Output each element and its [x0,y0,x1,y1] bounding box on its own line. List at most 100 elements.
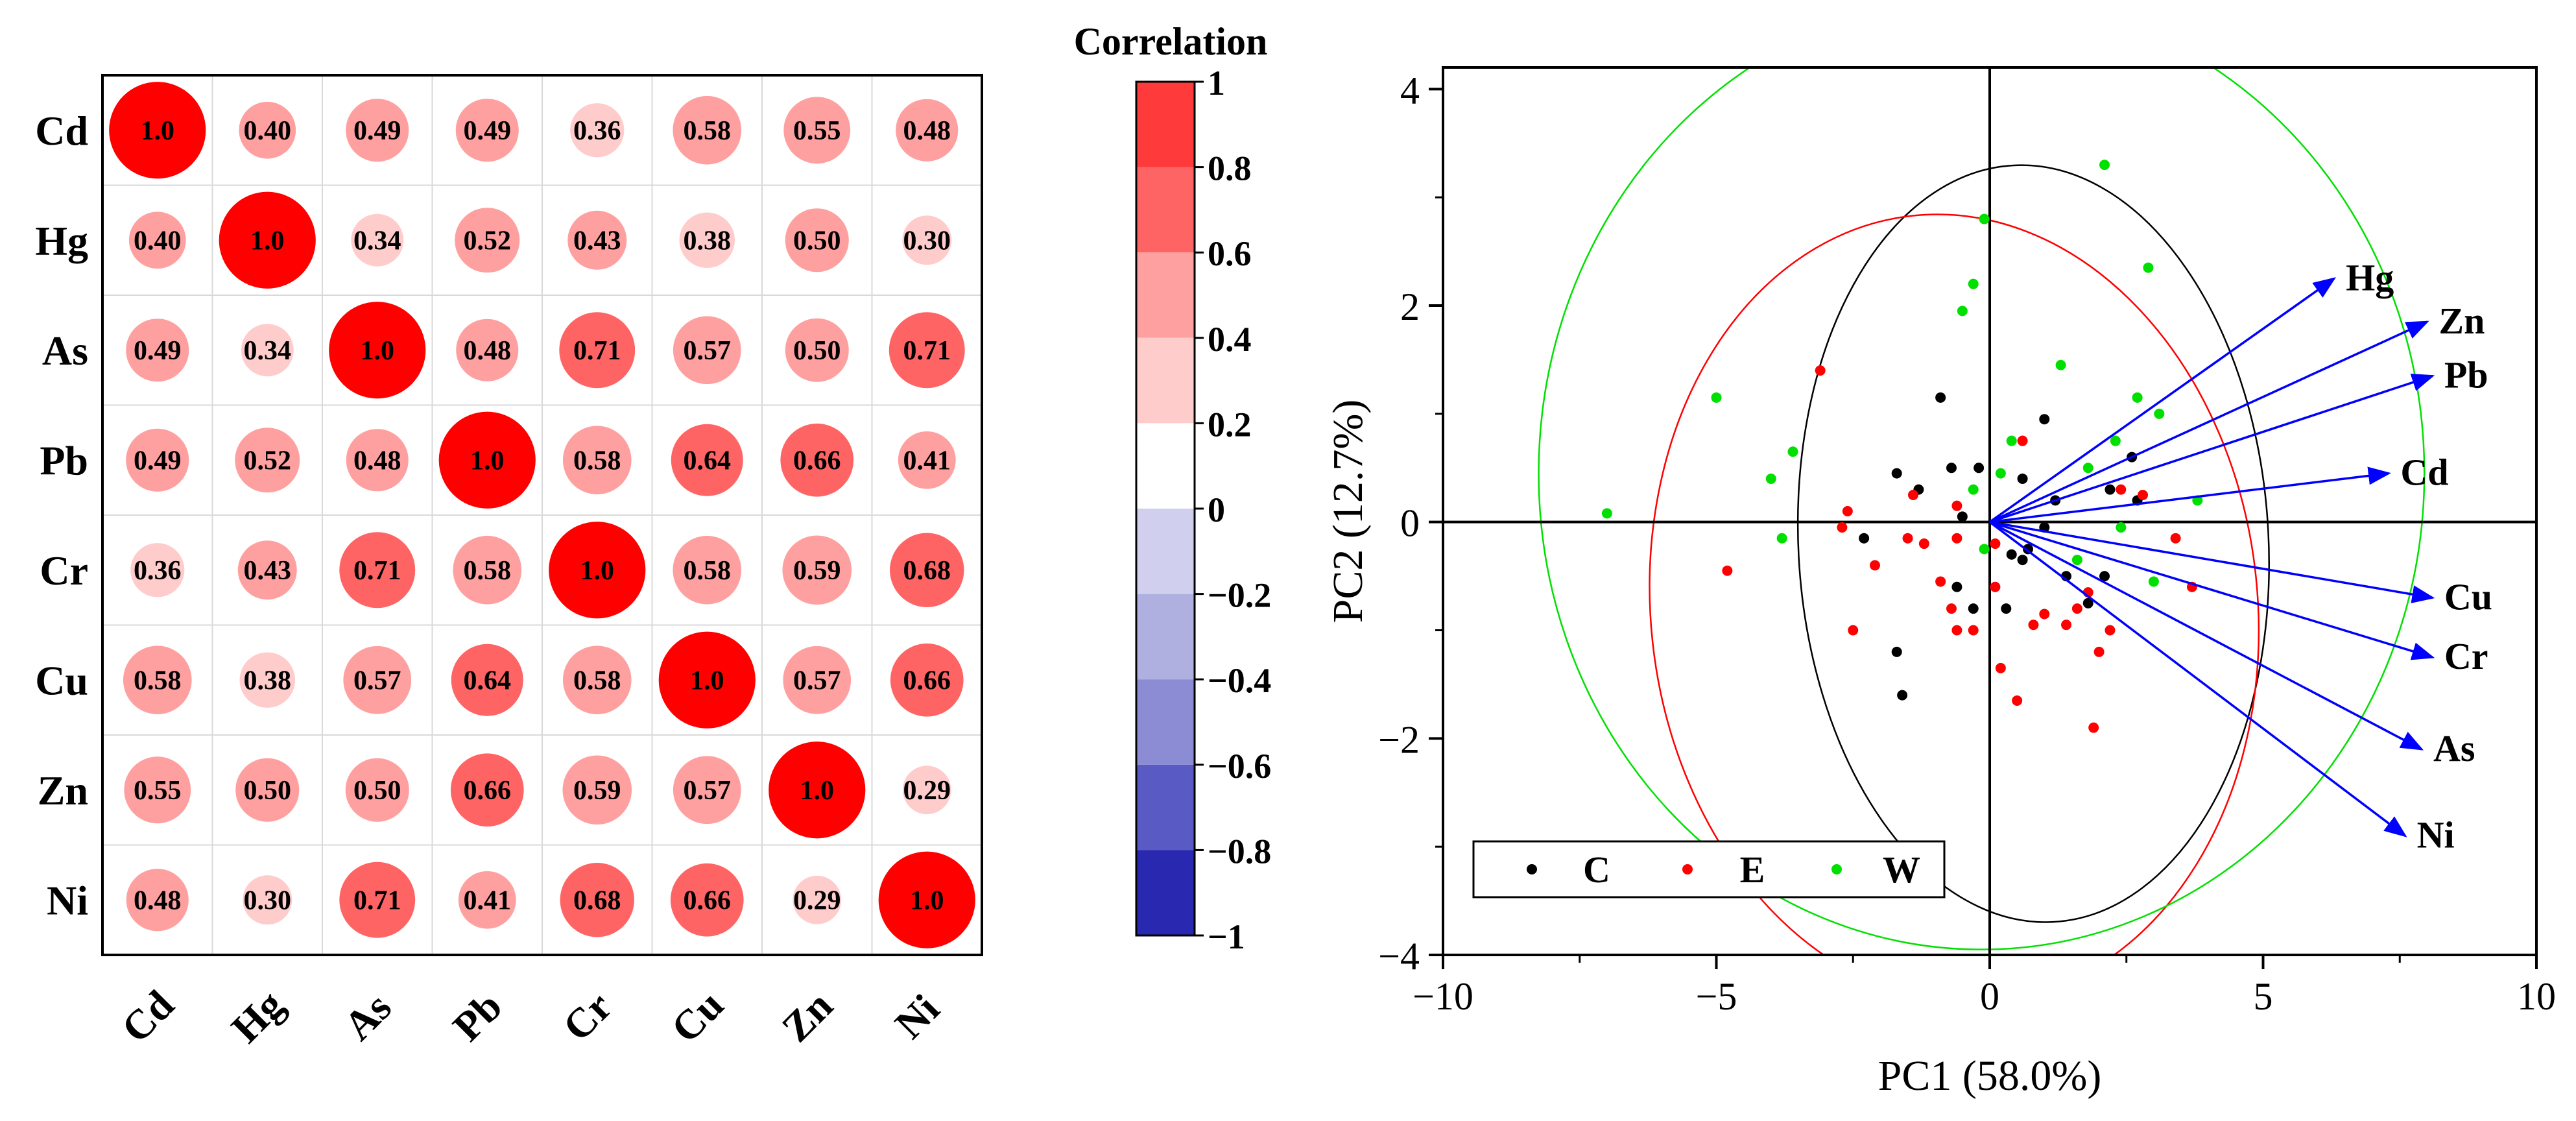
y-tick-label: −2 [1378,718,1420,761]
point-w [1957,306,1968,317]
point-w [2148,576,2159,587]
point-e [1837,522,1848,533]
corr-value: 1.0 [800,776,835,806]
point-e [2088,722,2099,733]
point-w [1995,468,2006,479]
corr-circle-zn-as [345,758,409,822]
corr-circle-cd-cd [109,82,206,179]
legend-marker-c [1527,864,1537,874]
corr-value: 0.50 [793,336,841,366]
point-e [1990,538,2001,549]
corr-circle-cr-cu [673,535,742,605]
loading-label-as: As [2433,727,2475,769]
y-tick-label: 4 [1400,69,1420,112]
corr-value: 0.57 [793,666,841,695]
corr-value: 1.0 [361,336,395,366]
corr-value: 0.66 [903,666,951,695]
ellipse-c [1796,164,2270,923]
corr-value: 0.36 [573,116,621,146]
colorbar-title: Correlation [1074,20,1268,63]
corr-circle-cd-hg [239,101,296,159]
row-label-ni: Ni [47,877,88,923]
point-w [1968,484,1979,495]
corr-circle-as-pb [456,319,519,381]
correlation-circles [109,82,975,948]
corr-value: 0.57 [353,666,401,695]
y-axis-label: PC2 (12.7%) [1324,400,1372,623]
corr-circle-cu-pb [451,644,523,716]
point-e [1935,576,1946,587]
point-w [1979,544,1990,555]
corr-value: 0.66 [464,776,512,806]
point-c [1968,603,1979,614]
loading-label-pb: Pb [2444,354,2488,396]
corr-value: 0.48 [903,116,951,146]
corr-circle-cu-as [343,645,412,714]
point-c [1859,533,1870,544]
corr-circle-zn-pb [450,753,524,827]
corr-value: 0.68 [573,886,621,915]
corr-value: 0.58 [464,556,512,586]
corr-value: 0.58 [684,556,732,586]
corr-circle-as-zn [785,318,849,382]
point-e [1946,603,1957,614]
corr-circle-pb-pb [438,411,536,509]
pca-biplot-panel: Hg Zn Pb Cd Cu Cr As Ni −10 −5 0 5 10 −4 −2 0 2 4 PC1 (… [1324,66,2556,1100]
corr-value: 0.55 [793,116,841,146]
corr-circle-pb-zn [780,423,854,497]
corr-circle-zn-cu [673,756,741,825]
colorbar: 1 0.8 0.6 0.4 0.2 0 −0.2 −0.4 −0.6 −0.8 −1 [1135,64,1271,956]
corr-circle-pb-cu [671,424,743,496]
point-w [2132,392,2143,403]
corr-circle-cd-cu [673,95,742,165]
correlation-grid [102,75,982,955]
x-tick-label: −5 [1696,975,1737,1018]
corr-circle-cd-as [346,99,409,162]
point-e [1968,625,1979,636]
point-e [1848,625,1859,636]
corr-value: 1.0 [690,666,724,695]
point-c [1951,581,1962,592]
corr-circle-hg-cd [128,211,186,269]
corr-circle-as-cr [559,312,636,389]
corr-circle-pb-hg [235,428,300,493]
corr-value: 0.48 [134,886,182,915]
corr-circle-pb-as [346,429,409,492]
corr-value: 0.29 [903,776,951,806]
corr-value: 0.66 [793,446,841,476]
corr-value: 0.49 [134,446,182,476]
loading-arrow-hg [1988,277,2336,524]
corr-circle-pb-cr [562,426,632,495]
colorbar-segment [1136,509,1195,594]
colorbar-tick-label: −0.4 [1208,661,1271,700]
colorbar-segment [1136,423,1195,509]
colorbar-tick-label: 0.8 [1208,149,1252,188]
point-c [1891,468,1902,479]
point-c [1957,511,1968,522]
corr-value: 0.43 [244,556,292,586]
x-axis-label: PC1 (58.0%) [1878,1052,2102,1100]
point-c [1891,646,1902,657]
point-c [1946,463,1957,474]
corr-value: 0.29 [793,886,841,915]
corr-circle-cu-cr [562,645,632,715]
loading-arrow-cr [1989,521,2435,660]
column-label-zn: Zn [773,982,842,1051]
point-e [2105,625,2116,636]
point-e [1815,365,1826,376]
legend-box [1472,840,1946,898]
row-label-cr: Cr [40,548,88,594]
colorbar-segment [1136,167,1195,253]
point-w [2082,463,2093,474]
loading-arrow-cu [1989,520,2435,603]
corr-value: 1.0 [470,446,505,476]
corr-value: 0.58 [573,446,621,476]
colorbar-segment [1136,252,1195,338]
legend-marker-e [1682,864,1693,874]
colorbar-tick-label: −1 [1208,917,1245,956]
corr-value: 0.48 [464,336,512,366]
colorbar-segment [1136,594,1195,680]
colorbar-tick-label: 0.4 [1208,320,1252,359]
point-e [1842,506,1853,516]
